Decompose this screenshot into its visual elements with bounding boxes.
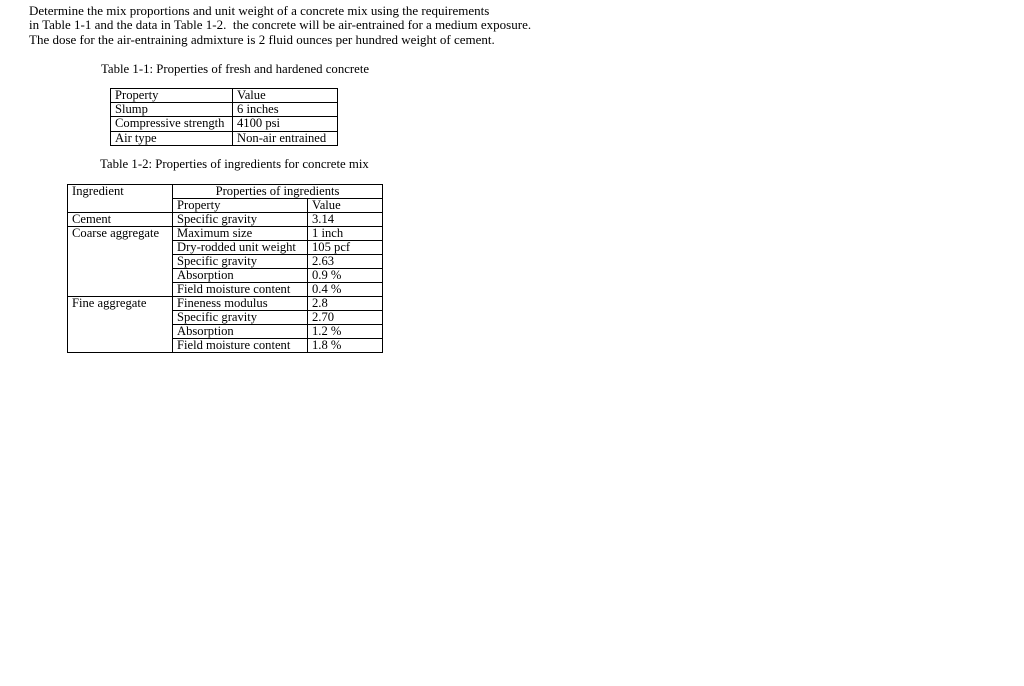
value-cell: Non-air entrained: [232, 130, 338, 146]
column-header: Value: [307, 198, 383, 213]
table-row: Property Value: [110, 87, 338, 104]
table-row: Ingredient Properties of ingredients: [67, 184, 383, 213]
problem-statement: Determine the mix proportions and unit w…: [29, 3, 532, 47]
property-cell: Specific gravity: [172, 254, 308, 269]
property-cell: Slump: [110, 102, 233, 118]
column-header: Property: [172, 198, 308, 213]
table-ingredient-properties: Ingredient Properties of ingredients Pro…: [67, 184, 383, 353]
problem-statement-line: in Table 1-1 and the data in Table 1-2. …: [29, 17, 532, 33]
value-cell: 2.70: [307, 310, 383, 325]
value-cell: 1 inch: [307, 226, 383, 241]
table2-caption: Table 1-2: Properties of ingredients for…: [100, 157, 369, 171]
value-cell: 105 pcf: [307, 240, 383, 255]
value-cell: 3.14: [307, 212, 383, 227]
property-cell: Fineness modulus: [172, 296, 308, 311]
value-cell: 0.4 %: [307, 282, 383, 297]
ingredient-cell: Fine aggregate: [67, 296, 173, 353]
value-cell: 2.63: [307, 254, 383, 269]
table-row: Field moisture content 0.4 %: [68, 282, 383, 297]
table-fresh-hardened-concrete: Property Value Slump 6 inches Compressiv…: [110, 87, 338, 146]
column-header: Ingredient: [67, 184, 173, 213]
table1-caption: Table 1-1: Properties of fresh and harde…: [101, 62, 370, 76]
table-row: Coarse aggregate Maximum size 1 inch: [67, 226, 383, 297]
column-header: Value: [232, 87, 338, 104]
ingredient-cell: Coarse aggregate: [67, 226, 173, 297]
property-cell: Maximum size: [172, 226, 308, 241]
property-cell: Compressive strength: [110, 116, 233, 132]
problem-statement-line: The dose for the air-entraining admixtur…: [29, 31, 495, 47]
value-cell: 1.2 %: [307, 324, 383, 339]
value-cell: 0.9 %: [307, 268, 383, 283]
table-row: Air type Non-air entrained: [110, 130, 338, 146]
value-cell: 2.8: [307, 296, 383, 311]
property-cell: Dry-rodded unit weight: [172, 240, 308, 255]
property-cell: Field moisture content: [172, 282, 308, 297]
property-cell: Specific gravity: [172, 310, 308, 325]
table-row: Absorption 1.2 %: [68, 324, 383, 339]
value-cell: 1.8 %: [307, 338, 383, 353]
value-cell: 6 inches: [232, 102, 338, 118]
table-row: Field moisture content 1.8 %: [68, 338, 383, 353]
property-cell: Air type: [110, 130, 233, 146]
property-cell: Field moisture content: [172, 338, 308, 353]
value-cell: 4100 psi: [232, 116, 338, 132]
table-row: Slump 6 inches: [110, 102, 338, 118]
ingredient-cell: Cement: [67, 212, 173, 227]
column-header: Property: [110, 87, 233, 104]
property-cell: Absorption: [172, 324, 308, 339]
problem-statement-line: Determine the mix proportions and unit w…: [29, 3, 490, 18]
table-row: Fine aggregate Fineness modulus 2.8: [67, 296, 383, 353]
table-row: Cement Specific gravity 3.14: [67, 212, 383, 227]
table-row: Compressive strength 4100 psi: [110, 116, 338, 132]
table-row: Specific gravity 2.63: [68, 254, 383, 269]
group-header: Properties of ingredients: [172, 184, 383, 199]
property-cell: Absorption: [172, 268, 308, 283]
property-cell: Specific gravity: [172, 212, 308, 227]
